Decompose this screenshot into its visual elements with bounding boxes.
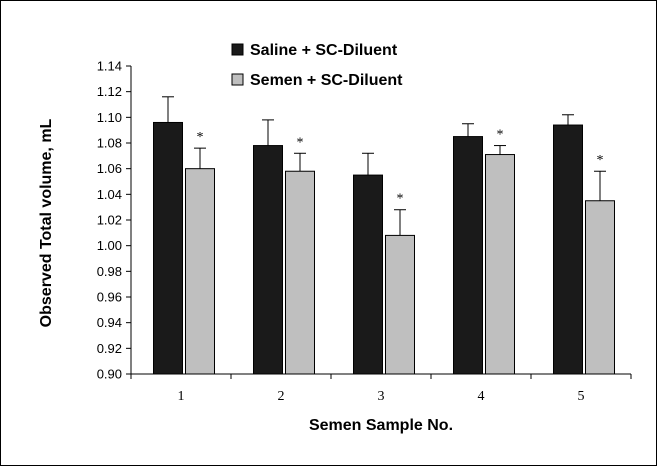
bars: * * * * * — [153, 96, 615, 375]
x-axis-title: Semen Sample No. — [309, 417, 453, 434]
bar-semen — [285, 170, 315, 375]
significance-star: * — [197, 130, 204, 145]
y-tick-label: 1.12 — [97, 84, 122, 99]
y-tick-label: 1.04 — [97, 187, 122, 202]
y-tick-label: 1.10 — [97, 110, 122, 125]
y-tick-label: 1.06 — [97, 161, 122, 176]
bar-saline — [553, 124, 583, 375]
legend-swatch-saline — [231, 43, 244, 56]
x-tick-label: 2 — [278, 389, 285, 404]
significance-star: * — [397, 192, 404, 207]
legend-swatch-semen — [231, 73, 244, 86]
bar-semen — [385, 234, 415, 375]
y-tick-label: 1.08 — [97, 136, 122, 151]
bar-saline — [353, 174, 383, 375]
x-tick-label: 5 — [578, 389, 585, 404]
bar-saline — [253, 145, 283, 375]
bar-semen — [485, 154, 515, 375]
legend: Saline + SC-Diluent Semen + SC-Diluent — [231, 42, 403, 89]
y-tick-label: 1.02 — [97, 213, 122, 228]
y-axis-title: Observed Total volume, mL — [38, 118, 55, 327]
y-tick-label: 1.00 — [97, 238, 122, 253]
x-tick-label: 4 — [478, 389, 485, 404]
significance-star: * — [597, 153, 604, 168]
y-axis: 0.90 0.92 0.94 0.96 0.98 1.00 1.02 1.04 1.06 1.08… — [97, 59, 132, 382]
bar-semen — [585, 200, 615, 375]
x-axis: 1 2 3 4 5 — [130, 373, 632, 404]
legend-label-saline: Saline + SC-Diluent — [250, 42, 398, 59]
y-tick-label: 0.98 — [97, 264, 122, 279]
bar-saline — [153, 121, 183, 375]
significance-star: * — [497, 128, 504, 143]
y-tick-label: 0.92 — [97, 341, 122, 356]
y-tick-label: 0.94 — [97, 315, 122, 330]
x-tick-label: 1 — [178, 389, 185, 404]
bar-semen — [185, 168, 215, 375]
y-tick-label: 0.96 — [97, 290, 122, 305]
x-tick-label: 3 — [378, 389, 385, 404]
y-tick-label: 1.14 — [97, 59, 122, 74]
legend-label-semen: Semen + SC-Diluent — [250, 72, 403, 89]
bar-saline — [453, 136, 483, 375]
significance-star: * — [297, 135, 304, 150]
y-tick-label: 0.90 — [97, 367, 122, 382]
